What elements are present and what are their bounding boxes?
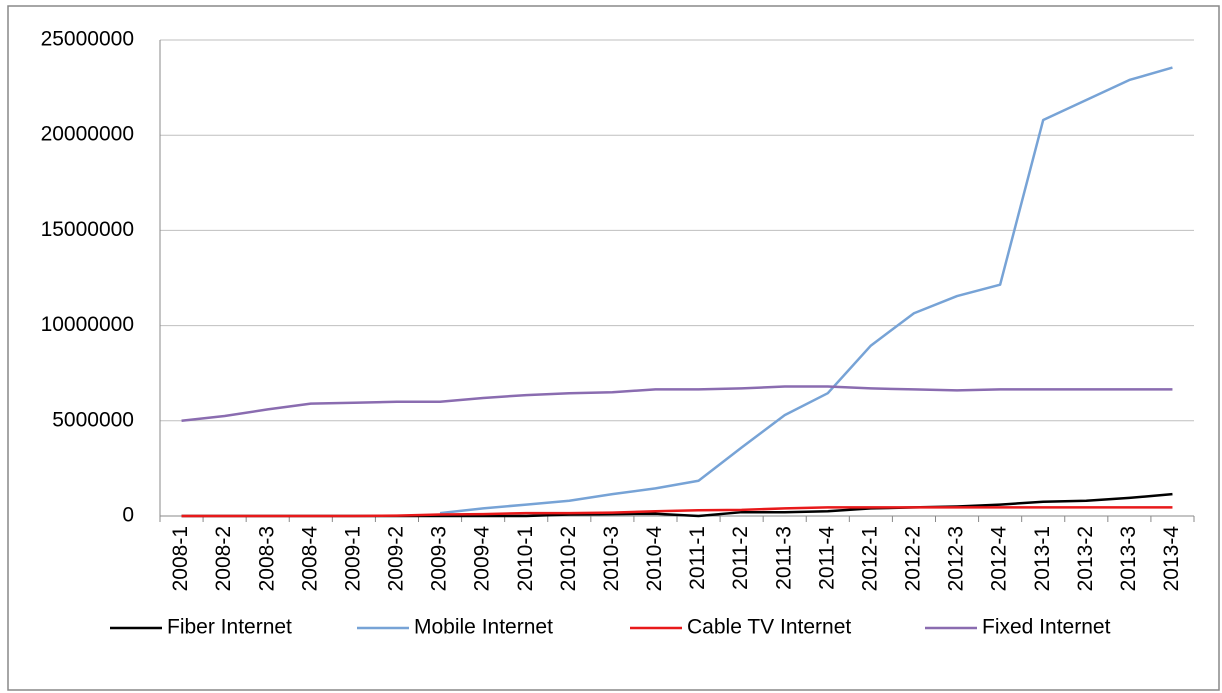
x-tick-label: 2011-2 xyxy=(729,526,752,590)
x-tick-label: 2012-1 xyxy=(858,526,881,591)
legend-label: Mobile Internet xyxy=(414,616,553,639)
x-tick-label: 2010-2 xyxy=(557,526,580,591)
x-tick-label: 2010-1 xyxy=(514,526,537,591)
x-tick-label: 2009-2 xyxy=(385,526,408,591)
x-tick-label: 2010-3 xyxy=(600,526,623,591)
x-tick-label: 2012-4 xyxy=(988,526,1011,592)
series-line xyxy=(181,385,1173,423)
x-tick-label: 2009-1 xyxy=(341,526,364,591)
y-tick-label: 5000000 xyxy=(52,408,134,431)
x-tick-label: 2008-1 xyxy=(169,526,192,591)
x-tick-label: 2008-3 xyxy=(255,526,278,591)
y-tick-label: 10000000 xyxy=(41,313,134,336)
chart-frame xyxy=(7,5,1220,691)
legend-label: Fixed Internet xyxy=(982,616,1111,639)
y-tick-label: 20000000 xyxy=(41,123,134,146)
series-line xyxy=(439,66,1173,515)
x-tick-label: 2009-3 xyxy=(428,526,451,591)
x-tick-label: 2013-1 xyxy=(1031,526,1054,591)
x-tick-label: 2009-4 xyxy=(471,526,494,592)
x-tick-label: 2011-3 xyxy=(772,526,795,590)
x-tick-label: 2008-4 xyxy=(298,526,321,592)
x-tick-label: 2012-2 xyxy=(902,526,925,591)
x-tick-label: 2011-1 xyxy=(686,526,709,590)
legend-label: Cable TV Internet xyxy=(687,616,851,639)
y-tick-label: 0 xyxy=(122,504,134,527)
x-tick-label: 2008-2 xyxy=(212,526,235,591)
x-tick-label: 2013-4 xyxy=(1160,526,1183,592)
series-line xyxy=(181,506,1173,518)
x-tick-label: 2011-4 xyxy=(815,526,838,590)
x-tick-label: 2013-3 xyxy=(1117,526,1140,591)
y-tick-label: 15000000 xyxy=(41,218,134,241)
x-tick-label: 2012-3 xyxy=(945,526,968,591)
y-tick-label: 25000000 xyxy=(41,28,134,51)
x-tick-label: 2013-2 xyxy=(1074,526,1097,591)
legend-label: Fiber Internet xyxy=(167,616,292,639)
x-tick-label: 2010-4 xyxy=(643,526,666,592)
